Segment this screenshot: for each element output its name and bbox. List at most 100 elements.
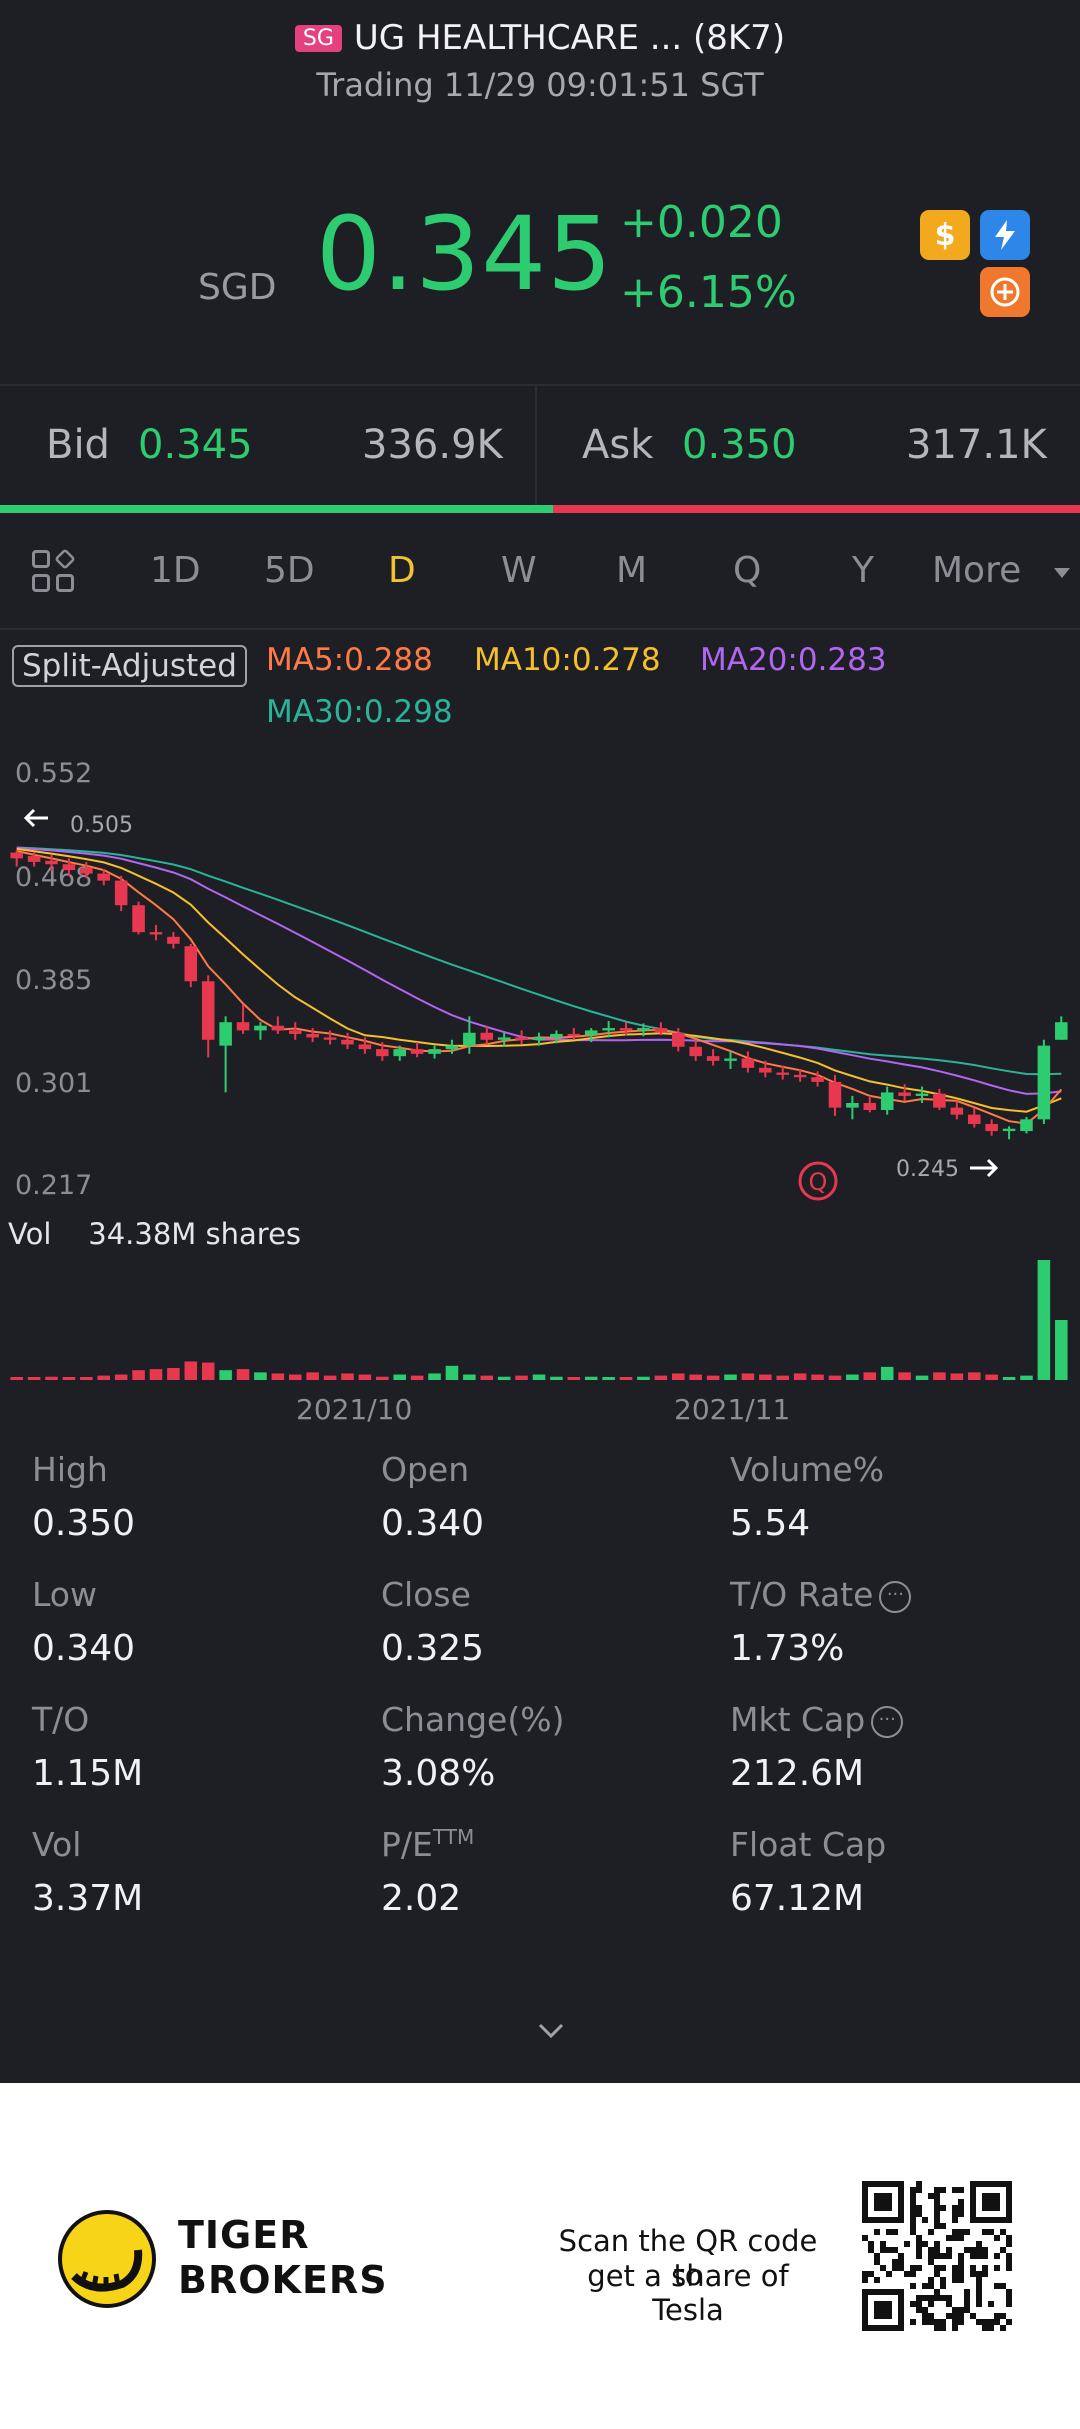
candle-body — [132, 905, 145, 933]
tab-q[interactable]: Q — [733, 550, 762, 591]
volume-bar — [306, 1372, 319, 1380]
gift-icon[interactable] — [980, 267, 1030, 317]
tab-1d[interactable]: 1D — [150, 550, 201, 591]
candle-body — [62, 864, 76, 871]
bid-price: 0.345 — [138, 422, 253, 468]
volume-bar — [724, 1374, 737, 1380]
volume-bar — [689, 1374, 702, 1380]
volume-bar — [27, 1377, 41, 1380]
candle-body — [393, 1049, 406, 1057]
stat-label: High — [32, 1450, 108, 1489]
candle-body — [672, 1032, 685, 1047]
tab-more[interactable]: More — [932, 550, 1022, 591]
tab-w[interactable]: W — [501, 550, 537, 591]
earnings-event-label: Q — [809, 1168, 828, 1196]
volume-bar — [828, 1375, 842, 1380]
candle-body — [167, 936, 180, 944]
volume-bar — [341, 1373, 354, 1380]
candle-body — [637, 1028, 650, 1031]
earnings-event-icon[interactable] — [798, 1161, 838, 1201]
candle-body — [915, 1093, 929, 1096]
candle-body — [463, 1032, 476, 1046]
ma10-label: MA10:0.278 — [474, 642, 661, 678]
price-change-pct: +6.15% — [620, 267, 797, 318]
volume-bar — [550, 1376, 563, 1380]
volume-bar — [672, 1373, 685, 1380]
dollar-icon[interactable]: $ — [920, 210, 970, 260]
candle-body — [950, 1107, 964, 1115]
candle-body — [376, 1049, 389, 1057]
price-chart[interactable]: 0.505 0.245 Q — [0, 740, 1080, 1400]
volume-bar — [1055, 1320, 1068, 1380]
price-change: +0.020 — [620, 197, 783, 248]
volume-header: Vol 34.38M shares — [8, 1217, 301, 1251]
candle-body — [358, 1044, 372, 1050]
volume-bar — [254, 1372, 267, 1380]
candle-body — [846, 1102, 859, 1108]
volume-bar — [933, 1372, 946, 1380]
y-tick: 0.301 — [15, 1068, 93, 1099]
tab-5d[interactable]: 5D — [264, 550, 315, 591]
candle-body — [201, 981, 215, 1040]
volume-bar — [219, 1370, 232, 1380]
tab-d[interactable]: D — [388, 550, 416, 591]
volume-bar — [167, 1368, 180, 1380]
tab-y[interactable]: Y — [852, 550, 874, 591]
stat-mkt-cap: Mkt Cap ··· 212.6M — [730, 1700, 1060, 1794]
volume-bar — [288, 1374, 302, 1380]
stock-title[interactable]: UG HEALTHCARE ... (8K7) — [353, 18, 786, 58]
ask-panel[interactable]: Ask 0.350 317.1K — [540, 386, 1080, 508]
ask-size: 317.1K — [906, 422, 1047, 468]
stat-label: Low — [32, 1575, 97, 1614]
candle-body — [689, 1046, 702, 1057]
bid-panel[interactable]: Bid 0.345 336.9K — [0, 386, 540, 508]
volume-bar — [10, 1377, 23, 1380]
volume-bar — [497, 1376, 511, 1380]
tab-m[interactable]: M — [616, 550, 648, 591]
qr-code[interactable] — [862, 2181, 1012, 2331]
flash-icon[interactable] — [980, 210, 1030, 260]
ma30-line — [16, 846, 1062, 1076]
candle-body — [254, 1025, 267, 1031]
candle-body — [724, 1058, 737, 1061]
tiger-logo-icon — [58, 2210, 156, 2308]
divider — [0, 628, 1080, 630]
candle-body — [706, 1056, 720, 1061]
y-tick: 0.217 — [15, 1170, 93, 1201]
caret-down-icon[interactable] — [1052, 566, 1072, 580]
chevron-down-icon[interactable] — [536, 2016, 566, 2046]
candle-body — [811, 1077, 824, 1082]
volume-bar — [967, 1372, 981, 1380]
currency-label: SGD — [198, 267, 277, 308]
volume-bar — [567, 1377, 581, 1380]
volume-label: Vol — [8, 1217, 52, 1251]
split-adjusted-toggle[interactable]: Split-Adjusted — [12, 645, 247, 687]
volume-bar — [985, 1374, 998, 1380]
candle-body — [445, 1045, 459, 1050]
candle-body — [619, 1028, 633, 1031]
candle-body — [219, 1022, 232, 1046]
candle-body — [306, 1033, 319, 1038]
volume-bar — [741, 1373, 755, 1380]
stat-value: 0.350 — [32, 1503, 136, 1544]
info-icon[interactable]: ··· — [879, 1580, 912, 1613]
layout-grid-icon[interactable] — [32, 548, 78, 596]
candle-body — [880, 1092, 894, 1110]
volume-bar — [1037, 1260, 1051, 1380]
volume-bar — [463, 1374, 476, 1380]
stat-label: P/E — [381, 1825, 433, 1864]
candle-body — [567, 1033, 581, 1036]
volume-bar — [445, 1365, 459, 1380]
info-icon[interactable]: ··· — [871, 1705, 904, 1738]
trading-status: Trading 11/29 09:01:51 SGT — [316, 66, 764, 104]
brand-line-1: TIGER — [178, 2213, 310, 2257]
stat-turnover: T/O 1.15M — [32, 1700, 362, 1794]
candle-body — [550, 1033, 563, 1038]
ma10-line — [16, 847, 1062, 1113]
candle-body — [1055, 1022, 1068, 1040]
volume-bar — [149, 1369, 163, 1380]
stat-label: T/O — [32, 1700, 90, 1739]
candle-body — [776, 1072, 790, 1075]
candle-body — [828, 1081, 842, 1108]
title-row: SG UG HEALTHCARE ... (8K7) — [0, 18, 1080, 58]
